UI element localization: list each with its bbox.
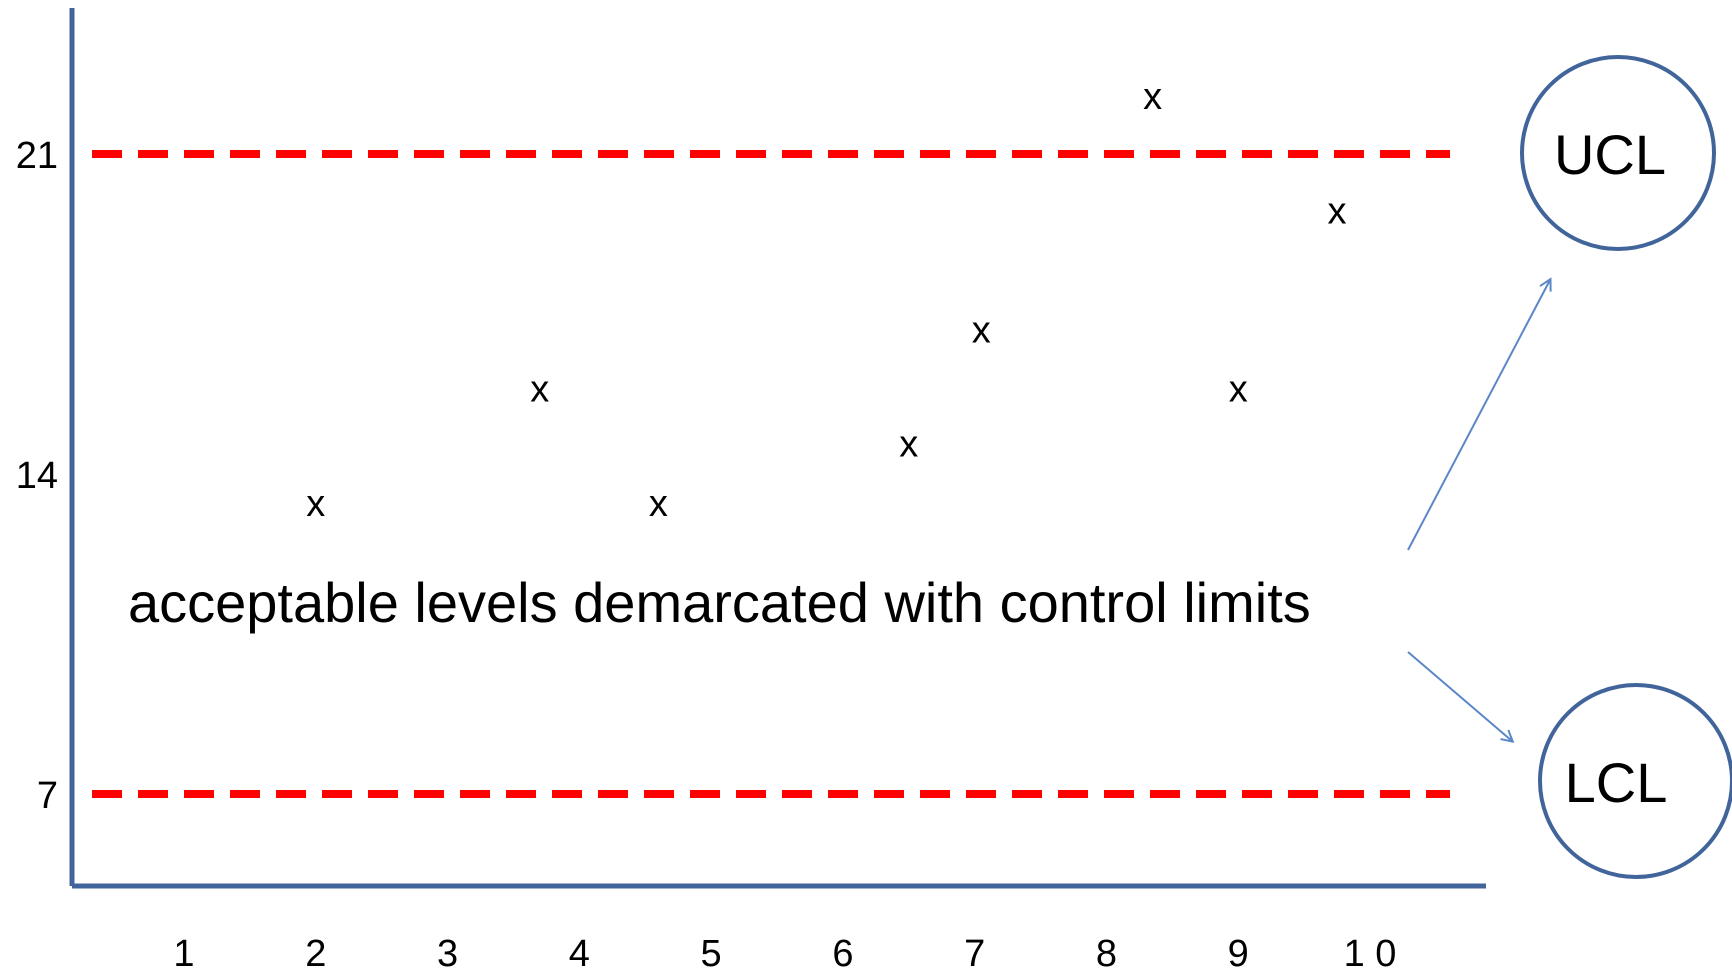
y-tick-label: 7 bbox=[37, 775, 58, 817]
x-tick-label: 2 bbox=[305, 933, 326, 970]
lcl-callout: LCL bbox=[1538, 683, 1732, 879]
x-tick-label: 6 bbox=[832, 933, 853, 970]
annotation-text: acceptable levels demarcated with contro… bbox=[128, 571, 1311, 634]
x-tick-label: 1 bbox=[173, 933, 194, 970]
data-point: x bbox=[1229, 369, 1248, 411]
arrow-to-ucl bbox=[1407, 280, 1550, 551]
data-point: x bbox=[530, 369, 549, 411]
x-tick-label: 5 bbox=[701, 933, 722, 970]
ucl-circle bbox=[1520, 55, 1716, 251]
y-tick-label: 14 bbox=[16, 455, 58, 497]
x-tick-label: 3 bbox=[437, 933, 458, 970]
data-point: x bbox=[1328, 190, 1347, 232]
y-tick-label: 21 bbox=[16, 135, 58, 177]
arrow-to-lcl bbox=[1407, 651, 1512, 741]
data-point: x bbox=[899, 424, 918, 466]
data-point: x bbox=[649, 483, 668, 525]
lcl-circle bbox=[1538, 683, 1732, 879]
ucl-callout: UCL bbox=[1520, 55, 1716, 251]
data-point: x bbox=[1143, 76, 1162, 118]
data-point: x bbox=[306, 483, 325, 525]
x-tick-label: 4 bbox=[569, 933, 590, 970]
lcl-label: LCL bbox=[1565, 751, 1668, 814]
x-tick-label: 1 0 bbox=[1344, 933, 1397, 970]
x-tick-label: 8 bbox=[1096, 933, 1117, 970]
x-tick-label: 7 bbox=[964, 933, 985, 970]
x-tick-label: 9 bbox=[1228, 933, 1249, 970]
ucl-label: UCL bbox=[1554, 123, 1666, 186]
data-point: x bbox=[972, 309, 991, 351]
